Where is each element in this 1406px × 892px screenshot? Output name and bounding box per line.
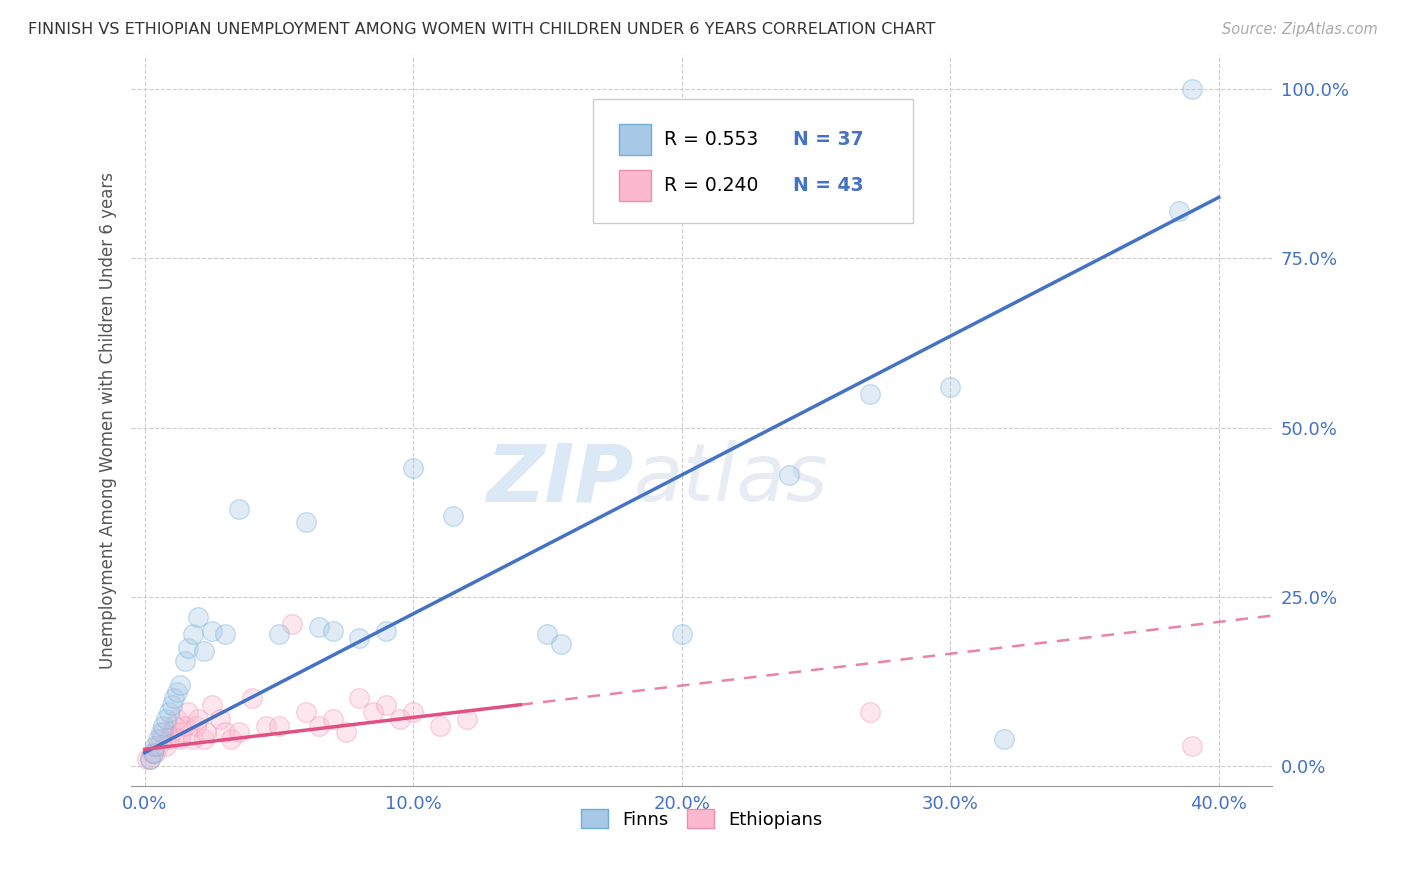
Point (254, 718, 277, 732)
Point (939, 380, 962, 394)
Point (402, 461, 425, 475)
Text: ZIP: ZIP (486, 441, 633, 518)
Point (160, 725, 183, 739)
Point (187, 712, 209, 726)
Text: Source: ZipAtlas.com: Source: ZipAtlas.com (1222, 22, 1378, 37)
FancyBboxPatch shape (619, 124, 651, 154)
Y-axis label: Unemployment Among Women with Children Under 6 years: Unemployment Among Women with Children U… (100, 172, 117, 669)
Point (146, 732, 169, 747)
Point (146, 739, 169, 753)
Point (219, 732, 242, 747)
Point (184, 718, 207, 732)
Point (443, 508, 465, 523)
Point (139, 752, 162, 766)
Text: FINNISH VS ETHIOPIAN UNEMPLOYMENT AMONG WOMEN WITH CHILDREN UNDER 6 YEARS CORREL: FINNISH VS ETHIOPIAN UNEMPLOYMENT AMONG … (28, 22, 935, 37)
Point (671, 627, 693, 641)
Point (160, 698, 183, 713)
Point (214, 725, 236, 739)
Text: R = 0.240: R = 0.240 (664, 176, 759, 194)
Point (176, 705, 198, 719)
Point (201, 624, 224, 638)
Point (163, 718, 186, 732)
Point (172, 725, 194, 739)
Point (402, 705, 425, 719)
Point (778, 467, 800, 482)
Point (993, 732, 1015, 747)
Point (294, 516, 316, 530)
Legend: Finns, Ethiopians: Finns, Ethiopians (574, 802, 830, 836)
Point (155, 739, 177, 753)
Point (149, 732, 172, 747)
Point (145, 746, 167, 760)
Point (308, 718, 330, 732)
FancyBboxPatch shape (619, 170, 651, 201)
Point (322, 712, 344, 726)
Point (335, 725, 357, 739)
Point (195, 725, 218, 739)
Point (152, 718, 174, 732)
Point (136, 752, 159, 766)
Point (550, 637, 572, 651)
Point (859, 386, 882, 401)
Point (166, 684, 188, 698)
Point (145, 739, 167, 753)
Text: N = 43: N = 43 (793, 176, 863, 194)
Point (294, 705, 316, 719)
Point (429, 718, 451, 732)
Point (859, 705, 882, 719)
Point (536, 627, 558, 641)
Point (149, 725, 172, 739)
Point (228, 501, 250, 516)
Point (240, 691, 263, 706)
Point (181, 627, 204, 641)
Point (187, 610, 209, 624)
Point (174, 718, 197, 732)
FancyBboxPatch shape (593, 99, 912, 223)
Point (152, 725, 174, 739)
Point (176, 640, 198, 655)
Point (193, 732, 215, 747)
Point (349, 691, 371, 706)
Point (166, 712, 188, 726)
Point (1181, 82, 1204, 96)
Point (157, 732, 180, 747)
Point (142, 746, 165, 760)
Point (208, 712, 231, 726)
Point (228, 725, 250, 739)
Text: R = 0.553: R = 0.553 (664, 129, 758, 149)
Point (1181, 739, 1204, 753)
Point (267, 627, 290, 641)
Text: N = 37: N = 37 (793, 129, 863, 149)
Point (181, 732, 204, 747)
Point (322, 624, 344, 638)
Point (456, 712, 478, 726)
Point (201, 698, 224, 713)
Point (214, 627, 236, 641)
Point (349, 631, 371, 645)
Point (375, 698, 398, 713)
Point (169, 678, 191, 692)
Point (139, 752, 162, 766)
Point (142, 746, 165, 760)
Point (155, 712, 177, 726)
Point (267, 718, 290, 732)
Point (193, 644, 215, 658)
Point (375, 624, 398, 638)
Point (1167, 203, 1189, 218)
Point (163, 691, 186, 706)
Point (174, 654, 197, 668)
Text: atlas: atlas (633, 441, 828, 518)
Point (157, 705, 180, 719)
Point (281, 617, 304, 632)
Point (361, 705, 384, 719)
Point (388, 712, 411, 726)
Point (308, 620, 330, 634)
Point (169, 732, 191, 747)
